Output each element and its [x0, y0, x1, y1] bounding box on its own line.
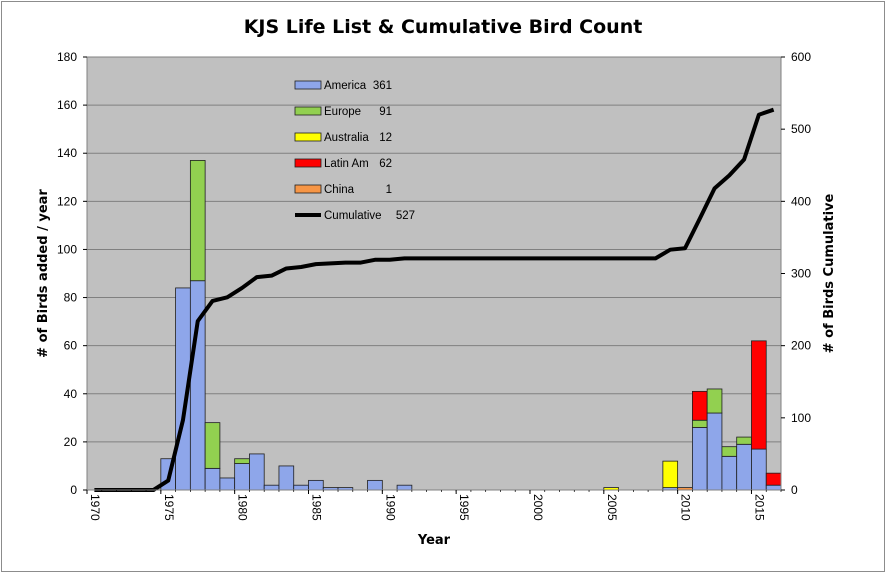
- y-tick-label: 100: [57, 242, 77, 256]
- bar-australia: [662, 460, 679, 488]
- legend-label: China: [324, 184, 355, 196]
- x-tick-label: 1970: [88, 494, 102, 521]
- y2-tick-label: 600: [791, 50, 811, 64]
- legend-value: 62: [379, 158, 392, 170]
- y-tick-label: 180: [57, 50, 77, 64]
- y2-tick-label: 200: [791, 339, 811, 353]
- bar-europe: [721, 446, 738, 457]
- bar-america: [736, 443, 752, 491]
- y2-tick-label: 0: [791, 483, 798, 497]
- y2-tick-label: 100: [791, 411, 811, 425]
- x-tick-label: 1990: [383, 494, 397, 521]
- y2-tick-label: 500: [791, 122, 811, 136]
- x-tick-label: 1980: [236, 494, 250, 521]
- x-tick-label: 2000: [531, 494, 545, 521]
- legend-value: 527: [396, 210, 415, 222]
- y-axis-left-title: # of Birds added / year: [36, 189, 51, 358]
- x-axis-title: Year: [417, 533, 451, 548]
- bar-america: [263, 484, 280, 491]
- bar-europe: [234, 458, 250, 464]
- bar-europe: [204, 422, 221, 469]
- bar-america: [765, 484, 782, 491]
- bar-latin-am: [765, 472, 782, 486]
- y-tick-label: 20: [64, 435, 78, 449]
- x-axis-ticks: 1970 1975 1980 1985 1990 1995 2000 2005 2010 2015: [86, 490, 782, 521]
- y-tick-label: 60: [64, 339, 78, 353]
- bar-latin-am: [692, 390, 708, 421]
- y-tick-label: 40: [64, 387, 78, 401]
- y-tick-label: 0: [70, 483, 77, 497]
- bar-latin-am: [751, 340, 767, 450]
- bar-america: [219, 477, 236, 491]
- y-tick-label: 120: [57, 194, 77, 208]
- y2-tick-label: 400: [791, 194, 811, 208]
- bar-america: [308, 479, 324, 491]
- bar-america: [706, 412, 723, 491]
- legend-swatch: [294, 132, 322, 142]
- legend-label: America: [324, 80, 367, 92]
- bar-europe: [706, 388, 723, 414]
- y-axis-right-ticks: 0 100 200 300 400 500 600: [781, 50, 811, 497]
- bar-america: [234, 463, 250, 491]
- legend-label: Latin Am: [324, 158, 369, 170]
- x-tick-label: 1995: [457, 494, 471, 521]
- y-tick-label: 140: [57, 146, 77, 160]
- cumulative-line: [94, 107, 775, 492]
- legend-swatch: [294, 158, 322, 168]
- y-tick-label: 160: [57, 98, 77, 112]
- legend-value: 1: [386, 184, 392, 196]
- x-tick-label: 2005: [605, 494, 619, 521]
- bar-america: [293, 484, 309, 491]
- legend-value: 12: [379, 132, 392, 144]
- x-tick-label: 2015: [752, 494, 766, 521]
- legend-label: Europe: [324, 106, 361, 118]
- bar-america: [249, 453, 265, 491]
- chart-title: KJS Life List & Cumulative Bird Count: [244, 16, 643, 38]
- bar-america: [396, 484, 413, 491]
- legend-swatch: [294, 80, 322, 90]
- y-axis-left-ticks: 0 20 40 60 80 100 120 140 160 180: [57, 50, 87, 497]
- legend-label: Australia: [324, 132, 369, 144]
- bar-europe: [692, 419, 708, 428]
- bar-america: [721, 455, 738, 491]
- x-tick-label: 2010: [679, 494, 693, 521]
- bars: [160, 160, 782, 491]
- legend-value: 91: [379, 106, 392, 118]
- legend: America 361 Europe 91 Australia 12 Latin Am 62 C…: [294, 80, 415, 222]
- x-tick-label: 1985: [309, 494, 323, 521]
- x-tick-label: 1975: [162, 494, 176, 521]
- legend-swatch: [294, 184, 322, 194]
- legend-value: 361: [373, 80, 392, 92]
- y-tick-label: 80: [64, 291, 78, 305]
- bar-america: [751, 448, 767, 491]
- legend-label: Cumulative: [324, 210, 382, 222]
- bar-america: [692, 427, 708, 491]
- bar-europe: [736, 436, 752, 445]
- bar-america: [278, 465, 295, 491]
- bar-europe: [189, 160, 206, 282]
- y-axis-right-title: # of Birds Cumulative: [822, 193, 837, 353]
- bar-america: [367, 479, 383, 491]
- y2-tick-label: 300: [791, 267, 811, 281]
- bar-america: [204, 467, 221, 491]
- legend-swatch: [294, 106, 322, 116]
